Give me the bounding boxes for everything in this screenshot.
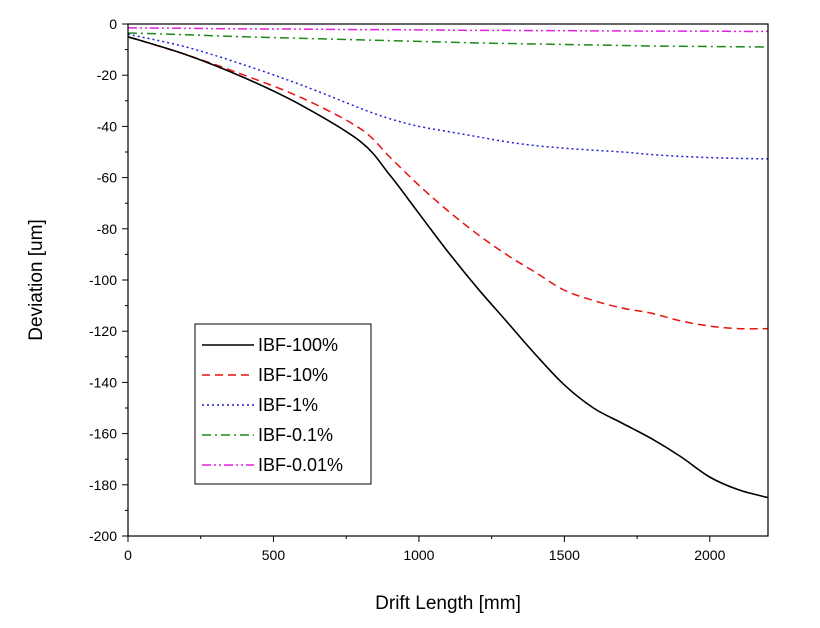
legend-label-ibf-100: IBF-100% <box>258 335 338 355</box>
y-axis-title: Deviation [um] <box>26 219 47 340</box>
series-line-ibf-100 <box>127 36 769 499</box>
series-line-ibf-10 <box>127 36 769 330</box>
y-tick-label: -60 <box>97 170 117 186</box>
legend-frame <box>194 323 372 485</box>
x-axis-title: Drift Length [mm] <box>375 593 521 614</box>
y-tick-label: -80 <box>97 221 117 237</box>
legend-label-ibf-0-01: IBF-0.01% <box>258 455 343 475</box>
y-tick-label: 0 <box>109 16 117 32</box>
series-line-ibf-0-1 <box>127 32 769 48</box>
y-tick-label: -200 <box>89 528 117 544</box>
series-line-ibf-1 <box>127 33 769 160</box>
y-tick-label: -20 <box>97 67 117 83</box>
y-tick-label: -120 <box>89 323 117 339</box>
x-tick-label: 1000 <box>403 547 434 563</box>
x-tick-label: 500 <box>262 547 286 563</box>
y-tick-label: -40 <box>97 118 117 134</box>
legend: IBF-100% IBF-10% IBF-1% IBF-0.1% IBF-0.01% <box>194 323 372 485</box>
legend-label-ibf-10: IBF-10% <box>258 365 328 385</box>
y-tick-label: -160 <box>89 426 117 442</box>
y-tick-label: -100 <box>89 272 117 288</box>
plot-area-frame <box>127 23 769 537</box>
y-tick-label: -180 <box>89 477 117 493</box>
legend-label-ibf-0-1: IBF-0.1% <box>258 425 333 445</box>
x-tick-label: 1500 <box>549 547 580 563</box>
plot-lines <box>127 27 769 499</box>
series-line-ibf-0-01 <box>127 27 769 33</box>
tick-labels: 0 500 1000 1500 2000 0 -20 -40 -60 -80 -100 -120 -14… <box>89 16 726 563</box>
x-tick-label: 0 <box>124 547 132 563</box>
y-tick-label: -140 <box>89 374 117 390</box>
legend-label-ibf-1: IBF-1% <box>258 395 318 415</box>
x-tick-label: 2000 <box>694 547 725 563</box>
